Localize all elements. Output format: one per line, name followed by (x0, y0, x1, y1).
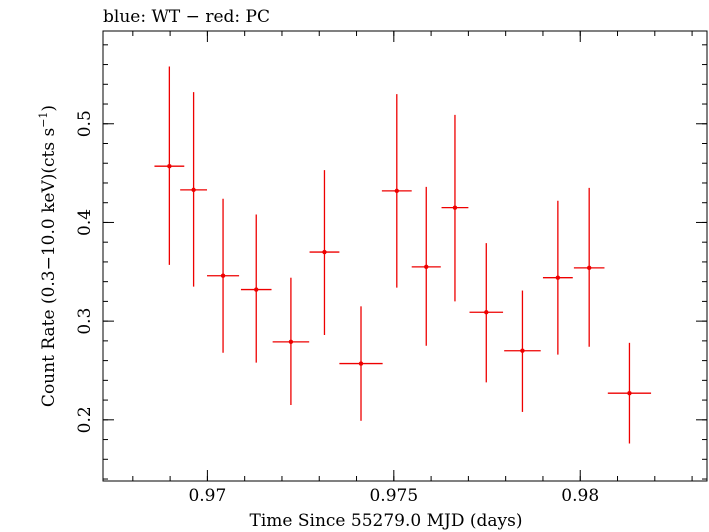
chart-title: blue: WT − red: PC (103, 7, 270, 27)
data-point (309, 170, 340, 335)
point-marker (358, 361, 364, 366)
point-marker (322, 249, 327, 255)
plot-frame (102, 30, 708, 482)
point-marker (254, 287, 259, 292)
data-points (154, 66, 652, 444)
x-tick-label: 0.97 (188, 486, 226, 506)
data-point (542, 200, 573, 355)
x-axis-label: Time Since 55279.0 MJD (days) (250, 511, 523, 531)
point-marker (520, 348, 525, 353)
y-axis-label: Count Rate (0.3−10.0 keV)(cts s−1) (37, 105, 59, 407)
point-marker (424, 264, 429, 270)
y-axis-label-close: ) (39, 105, 59, 112)
data-point (411, 186, 441, 346)
x-axis-tick-labels: 0.97 0.975 0.98 (188, 486, 599, 506)
y-tick-label: 0.2 (75, 406, 95, 433)
data-point (240, 214, 272, 363)
point-marker (220, 273, 226, 278)
x-tick-label: 0.98 (561, 486, 599, 506)
data-point (504, 290, 541, 412)
point-marker (452, 205, 458, 210)
point-marker (484, 310, 489, 315)
y-axis-label-superscript: −1 (37, 112, 50, 128)
data-point (607, 342, 652, 444)
point-marker (167, 163, 172, 169)
x-tick-label: 0.975 (369, 486, 418, 506)
data-point (441, 114, 469, 302)
data-point (573, 187, 605, 347)
point-marker (586, 265, 592, 271)
y-tick-label: 0.4 (75, 209, 95, 236)
point-marker (627, 390, 632, 396)
y-tick-label: 0.3 (75, 308, 95, 335)
data-point (154, 66, 185, 265)
y-axis-ticks (103, 44, 707, 480)
data-point (180, 92, 208, 287)
data-point (339, 306, 383, 421)
point-marker (555, 275, 561, 280)
x-axis-ticks (132, 31, 693, 481)
point-marker (288, 339, 294, 345)
data-point (272, 277, 310, 406)
data-point (469, 243, 504, 383)
point-marker (191, 187, 196, 193)
data-point (207, 198, 240, 353)
y-tick-label: 0.5 (75, 110, 95, 137)
y-axis-tick-labels: 0.2 0.3 0.4 0.5 (75, 110, 95, 433)
point-marker (394, 188, 399, 194)
y-axis-label-main: Count Rate (0.3−10.0 keV)(cts s (39, 128, 59, 407)
data-point (381, 94, 412, 288)
